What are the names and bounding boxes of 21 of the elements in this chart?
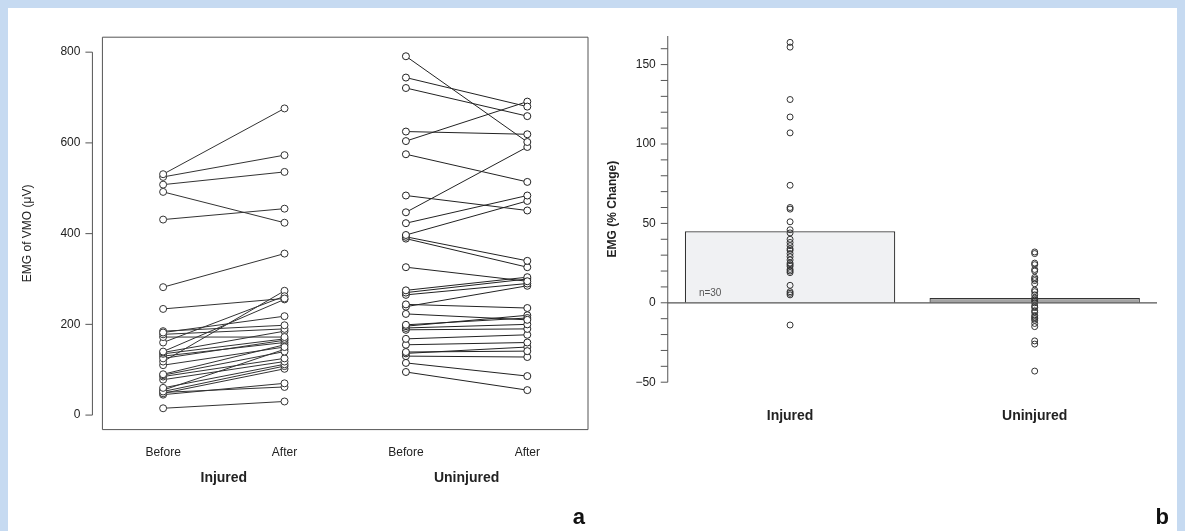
y-tick-label: 600 <box>60 135 81 150</box>
x-tick-label: After <box>514 445 540 460</box>
y-tick-label: 200 <box>60 316 81 331</box>
text: b <box>1155 504 1169 530</box>
text: a <box>572 504 586 530</box>
annotation: n=30 <box>698 286 722 298</box>
y-tick-label: 400 <box>60 225 81 240</box>
y-tick-label: 150 <box>635 56 657 71</box>
text: Uninjured <box>433 469 500 486</box>
y-axis-title: EMG of VMO (μV) <box>19 184 34 283</box>
x-tick-label: Before <box>145 445 182 460</box>
y-tick-label: 100 <box>635 136 657 151</box>
y-tick-label: 800 <box>60 44 81 59</box>
y-axis-title: EMG (% Change) <box>604 160 619 258</box>
y-tick-label: 50 <box>642 215 657 230</box>
x-tick-label: After <box>271 445 298 460</box>
y-tick-label: −50 <box>635 374 657 389</box>
x-tick-label: Before <box>388 445 424 460</box>
y-tick-label: 0 <box>73 407 81 422</box>
text: Injured <box>200 469 248 486</box>
y-tick-label: 0 <box>649 295 657 310</box>
